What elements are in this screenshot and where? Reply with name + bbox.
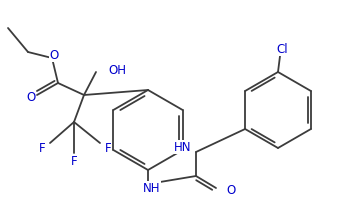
Text: F: F [71, 155, 77, 168]
Text: O: O [49, 48, 59, 61]
Text: F: F [105, 141, 111, 155]
Text: HN: HN [174, 141, 191, 153]
Text: Cl: Cl [276, 42, 288, 56]
Text: OH: OH [108, 63, 126, 77]
Text: O: O [226, 184, 235, 196]
Text: NH: NH [143, 182, 161, 194]
Text: O: O [26, 91, 36, 103]
Text: F: F [39, 141, 45, 155]
